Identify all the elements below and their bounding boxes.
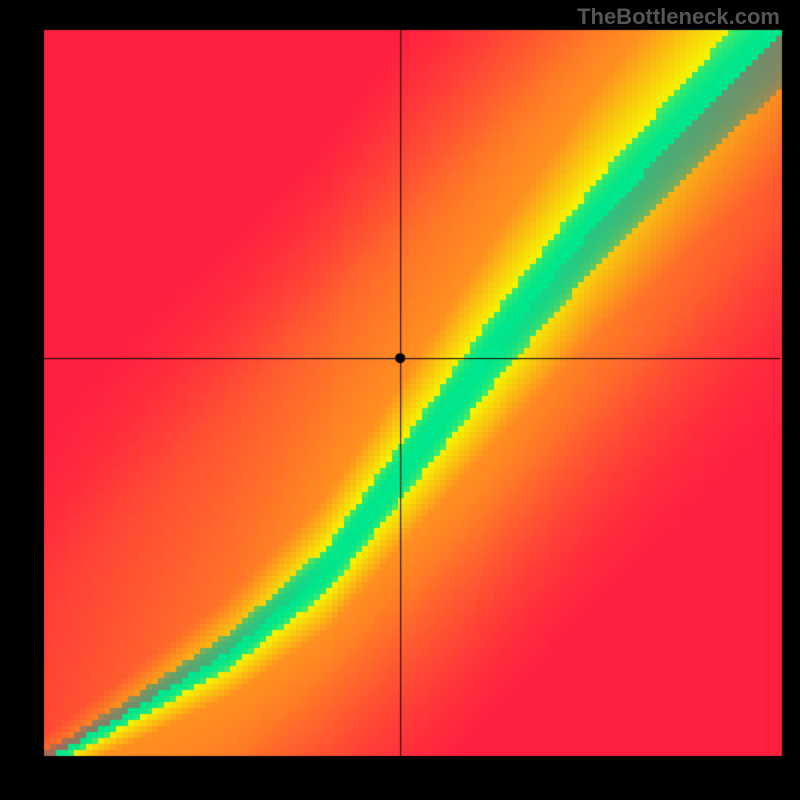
watermark-text: TheBottleneck.com xyxy=(577,4,780,30)
bottleneck-heatmap xyxy=(0,0,800,800)
chart-container: TheBottleneck.com xyxy=(0,0,800,800)
